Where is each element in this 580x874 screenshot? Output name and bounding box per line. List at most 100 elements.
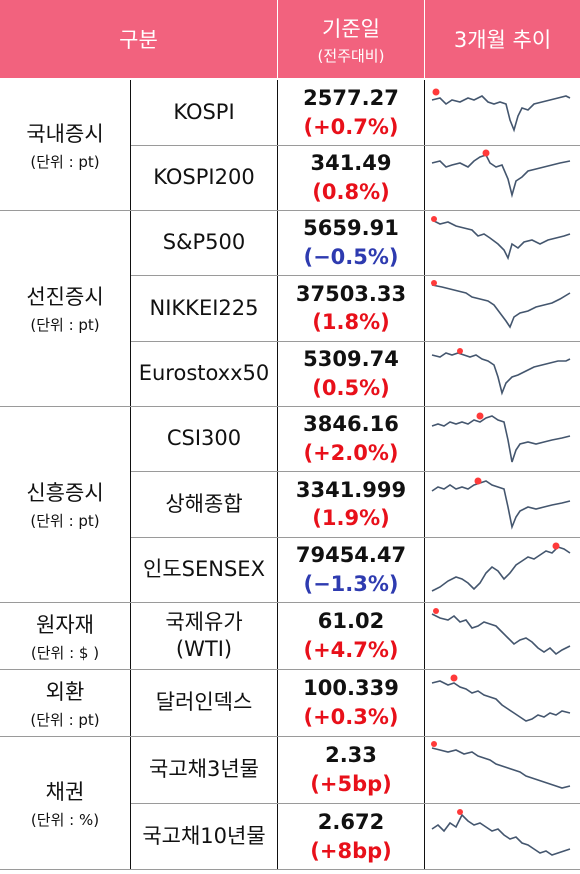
row-sp500: S&P500 bbox=[131, 210, 277, 275]
index-value: 3341.999 bbox=[295, 477, 407, 502]
category-commodity: 원자재 (단위 : $ ) bbox=[0, 602, 130, 669]
row-divider bbox=[131, 803, 580, 804]
row-kospi200-values: 341.49 (0.8%) bbox=[278, 145, 424, 210]
category-title: 원자재 bbox=[36, 612, 94, 637]
index-change: (+5bp) bbox=[310, 771, 392, 796]
row-kospi: KOSPI bbox=[131, 80, 277, 145]
sparkline-sensex bbox=[431, 542, 571, 592]
header-date: 기준일 (전주대비) bbox=[278, 0, 424, 78]
sparkline-ktb3y bbox=[431, 741, 571, 789]
category-title: 채권 bbox=[45, 780, 85, 804]
sparkline-sp500 bbox=[431, 216, 571, 261]
row-kospi-values: 2577.27 (+0.7%) bbox=[278, 80, 424, 145]
row-wti-values: 61.02 (+4.7%) bbox=[278, 602, 424, 669]
column-divider bbox=[277, 80, 278, 870]
index-value: 2.33 bbox=[325, 743, 377, 768]
row-divider bbox=[131, 471, 580, 472]
index-value: 79454.47 bbox=[295, 543, 407, 568]
sparkline-kospi200 bbox=[431, 149, 571, 199]
index-name: NIKKEI225 bbox=[149, 295, 259, 320]
row-ktb3y-values: 2.33 (+5bp) bbox=[278, 736, 424, 803]
category-unit: (단위 : $ ) bbox=[30, 643, 100, 662]
category-title: 국내증시 bbox=[26, 122, 104, 146]
index-change: (+8bp) bbox=[310, 838, 392, 863]
index-name: 국제유가 bbox=[165, 610, 243, 635]
index-value: 5659.91 bbox=[303, 216, 399, 241]
index-name: 달러인덱스 bbox=[155, 690, 253, 715]
sparkline-eurostoxx50 bbox=[431, 348, 571, 396]
category-fx: 외환 (단위 : pt) bbox=[0, 669, 130, 736]
row-shanghai-values: 3341.999 (1.9%) bbox=[278, 471, 424, 537]
row-kospi200: KOSPI200 bbox=[131, 145, 277, 210]
index-name-sub: (WTI) bbox=[175, 636, 233, 661]
index-value: 100.339 bbox=[303, 676, 399, 701]
index-change: (0.8%) bbox=[312, 179, 390, 204]
index-name: CSI300 bbox=[166, 426, 242, 451]
index-change: (+4.7%) bbox=[303, 637, 399, 662]
row-eurostoxx50-values: 5309.74 (0.5%) bbox=[278, 341, 424, 406]
header-trend: 3개월 추이 bbox=[425, 0, 580, 78]
index-name: S&P500 bbox=[162, 230, 246, 255]
header-category: 구분 bbox=[0, 0, 277, 78]
row-sensex-values: 79454.47 (−1.3%) bbox=[278, 537, 424, 602]
row-ktb10y-values: 2.672 (+8bp) bbox=[278, 803, 424, 870]
index-value: 5309.74 bbox=[303, 347, 399, 372]
category-bond: 채권 (단위 : %) bbox=[0, 736, 130, 870]
group-divider bbox=[0, 406, 580, 407]
row-ktb10y: 국고채10년물 bbox=[131, 803, 277, 870]
sparkline-dxy bbox=[431, 674, 571, 722]
sparkline-ktb10y bbox=[431, 809, 571, 856]
row-sp500-values: 5659.91 (−0.5%) bbox=[278, 210, 424, 275]
sparkline-kospi bbox=[431, 88, 571, 133]
index-change: (+0.7%) bbox=[303, 114, 399, 139]
category-unit: (단위 : pt) bbox=[30, 710, 100, 729]
sparkline-nikkei225 bbox=[431, 280, 571, 329]
index-change: (0.5%) bbox=[312, 375, 390, 400]
group-divider bbox=[0, 736, 580, 737]
category-title: 신흥증시 bbox=[26, 481, 104, 505]
row-divider bbox=[131, 275, 580, 276]
row-wti: 국제유가 (WTI) bbox=[131, 602, 277, 669]
index-name: KOSPI200 bbox=[153, 165, 255, 190]
header-category-label: 구분 bbox=[119, 28, 158, 52]
table-bottom-border bbox=[0, 869, 580, 870]
index-change: (−1.3%) bbox=[303, 571, 399, 596]
header-divider bbox=[277, 6, 278, 72]
header-date-sublabel: (전주대비) bbox=[317, 46, 385, 65]
group-divider bbox=[0, 602, 580, 603]
index-name: 국고채10년물 bbox=[142, 824, 266, 849]
row-shanghai: 상해종합 bbox=[131, 471, 277, 537]
row-csi300: CSI300 bbox=[131, 406, 277, 471]
index-value: 2.672 bbox=[317, 810, 385, 835]
category-unit: (단위 : pt) bbox=[30, 316, 100, 334]
sparkline-wti bbox=[431, 608, 571, 656]
row-ktb3y: 국고채3년물 bbox=[131, 736, 277, 803]
index-name: Eurostoxx50 bbox=[138, 361, 270, 386]
category-unit: (단위 : %) bbox=[30, 811, 100, 829]
category-domestic: 국내증시 (단위 : pt) bbox=[0, 80, 130, 210]
category-title: 외환 bbox=[45, 679, 85, 704]
row-dxy-values: 100.339 (+0.3%) bbox=[278, 669, 424, 736]
index-name: KOSPI bbox=[173, 100, 235, 125]
row-divider bbox=[131, 537, 580, 538]
row-csi300-values: 3846.16 (+2.0%) bbox=[278, 406, 424, 471]
index-value: 3846.16 bbox=[303, 412, 399, 437]
category-emerging: 신흥증시 (단위 : pt) bbox=[0, 406, 130, 602]
row-divider bbox=[131, 341, 580, 342]
index-name: 인도SENSEX bbox=[143, 557, 265, 582]
column-divider bbox=[424, 80, 425, 870]
header-trend-label: 3개월 추이 bbox=[453, 28, 552, 52]
row-divider bbox=[131, 145, 580, 146]
category-unit: (단위 : pt) bbox=[30, 153, 100, 171]
row-nikkei225-values: 37503.33 (1.8%) bbox=[278, 275, 424, 341]
index-value: 2577.27 bbox=[303, 86, 399, 111]
index-value: 37503.33 bbox=[295, 281, 407, 306]
index-name: 국고채3년물 bbox=[149, 757, 259, 782]
row-sensex: 인도SENSEX bbox=[131, 537, 277, 602]
index-change: (−0.5%) bbox=[303, 244, 399, 269]
index-value: 341.49 bbox=[310, 151, 392, 176]
category-developed: 선진증시 (단위 : pt) bbox=[0, 210, 130, 406]
index-change: (+2.0%) bbox=[303, 440, 399, 465]
index-change: (1.9%) bbox=[312, 506, 390, 530]
